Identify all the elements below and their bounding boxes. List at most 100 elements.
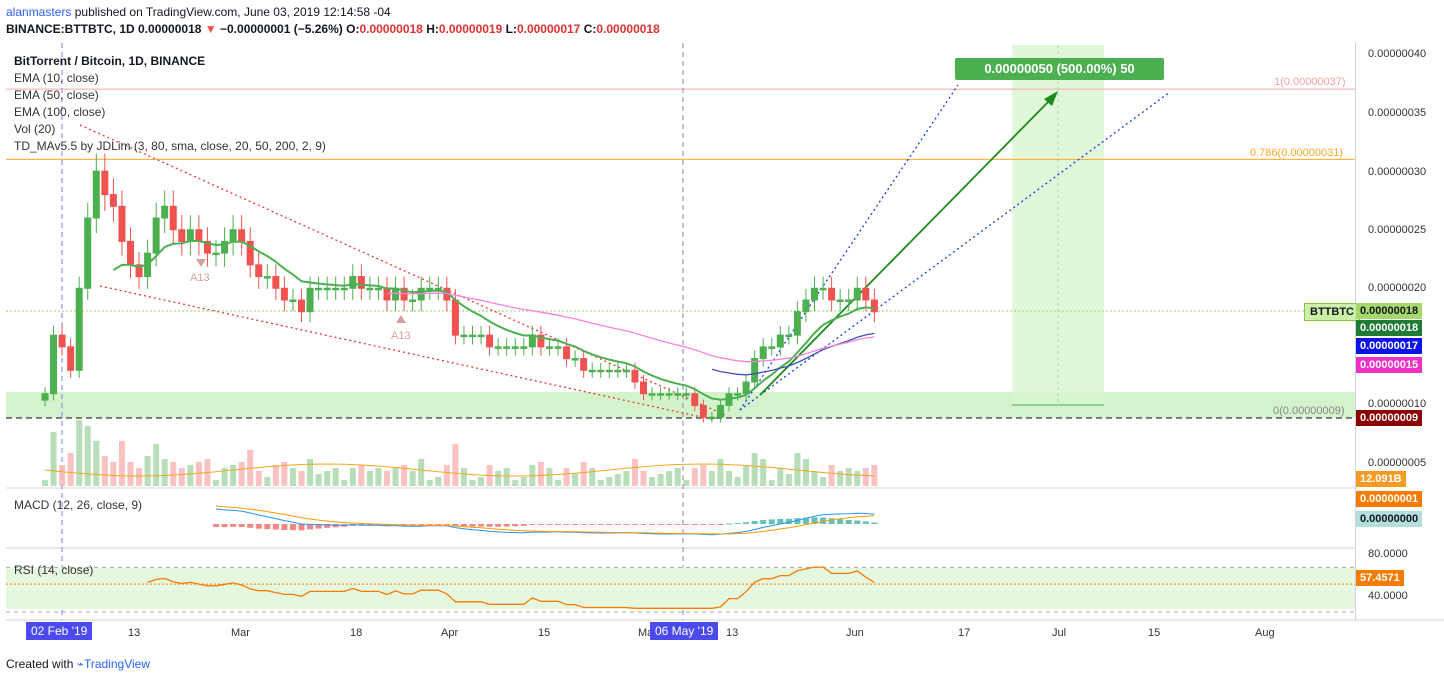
macd-histogram-bar [563,524,570,525]
macd-histogram-bar [213,524,219,528]
ticker-box: BTTBTC [1304,303,1360,321]
volume-bar [435,477,442,486]
candle-body [221,240,229,254]
candle-body [306,287,314,313]
macd-histogram-bar [512,524,519,527]
volume-bar [127,462,134,486]
candle-body [118,205,126,242]
candle-body [426,287,434,291]
macd-histogram-bar [802,517,809,524]
candle-body [605,369,613,373]
volume-bar [811,471,818,486]
ohlc-line: BINANCE:BTTBTC, 1D 0.00000018 ▼ −0.00000… [6,22,660,36]
volume-bar [426,480,433,486]
a13-label-2: A13 [391,330,411,342]
volume-bar [418,459,425,486]
candle-body [836,299,844,302]
publish-line: alanmasters published on TradingView.com… [6,5,391,19]
macd-histogram-bar [760,519,767,524]
legend-macd[interactable]: MACD (12, 26, close, 9) [14,498,143,512]
legend-vol[interactable]: Vol (20) [14,122,56,136]
volume-bar [631,459,638,486]
macd-histogram-bar [572,524,579,525]
macd-histogram-bar [238,524,245,527]
rsi-band-fill [6,567,1355,610]
tradingview-logo-icon[interactable]: ⌁ [76,657,84,671]
legend-ema50[interactable]: EMA (50, close) [14,88,99,102]
volume-bar [674,468,681,486]
candle-body [571,358,579,361]
candle-body [383,287,391,301]
channel-lower-line [739,91,1171,411]
macd-histogram-bar [657,524,664,525]
volume-bar [298,471,305,486]
candle-body [691,393,699,406]
volume-bar [289,468,296,486]
legend-ema10[interactable]: EMA (10, close) [14,71,99,85]
candle-body [349,276,357,289]
high-label: H: [426,22,439,36]
x-tick: Jul [1052,627,1067,639]
volume-bar [84,426,91,486]
volume-bar [76,420,83,486]
macd-histogram-bar [366,524,373,526]
legend-rsi[interactable]: RSI (14, close) [14,563,94,577]
candle-body [263,276,271,279]
volume-bar [606,477,613,486]
volume-layer [42,420,878,486]
a13-marker-icon [396,315,406,323]
candle-body [109,194,117,207]
volume-bar [828,465,835,486]
volume-bar [649,477,656,486]
target-arrow-line [759,97,1053,396]
candle-body [272,276,280,289]
volume-bar [264,477,271,486]
macd-histogram-bar [537,524,544,525]
candle-body [409,299,417,302]
volume-bar [161,459,168,486]
candle-body [75,287,83,371]
volume-bar [837,471,844,486]
candle-body [169,205,177,231]
candle-body [135,264,143,278]
macd-histogram-bar [597,524,604,525]
x-date-highlight-start: 02 Feb '19 [26,622,93,640]
legend-ema100[interactable]: EMA (100, close) [14,105,106,119]
volume-bar [743,465,750,486]
volume-bar [409,471,416,486]
macd-histogram-bar [734,522,741,524]
macd-histogram-bar [768,519,775,524]
volume-bar [195,462,202,486]
symbol-line: BINANCE:BTTBTC, 1D [6,22,135,36]
x-tick: Apr [441,627,459,639]
username[interactable]: alanmasters [6,5,72,19]
volume-bar [777,468,784,486]
close-label: C: [583,22,597,36]
volume-bar [230,465,237,486]
legend-td[interactable]: TD_MAv5.5 by JDLim (3, 80, sma, close, 2… [14,139,326,153]
volume-bar [537,462,544,486]
candle-body [486,334,494,348]
tradingview-brand[interactable]: TradingView [83,657,150,671]
macd-histogram-bar [777,518,784,524]
volume-ma-line [44,463,875,477]
macd-histogram-bar [307,524,314,530]
volume-bar [708,471,715,486]
target-arrow-head-icon [1044,91,1058,106]
x-tick: 15 [1148,627,1161,639]
candle-body [477,334,485,338]
volume-bar [332,468,339,486]
candle-body [657,393,665,396]
candle-body [50,334,58,395]
target-box[interactable]: 0.00000050 (500.00%) 50 [955,58,1164,80]
macd-histogram-bar [708,524,715,525]
macd-histogram-bar [589,524,596,525]
candle-body [469,334,476,338]
volume-tag: 12.091B [1356,471,1406,487]
x-tick: Jun [846,627,864,639]
candle-body [357,276,365,289]
macd-histogram-bar [785,518,792,524]
volume-bar [221,468,228,486]
candle-body [67,346,75,371]
